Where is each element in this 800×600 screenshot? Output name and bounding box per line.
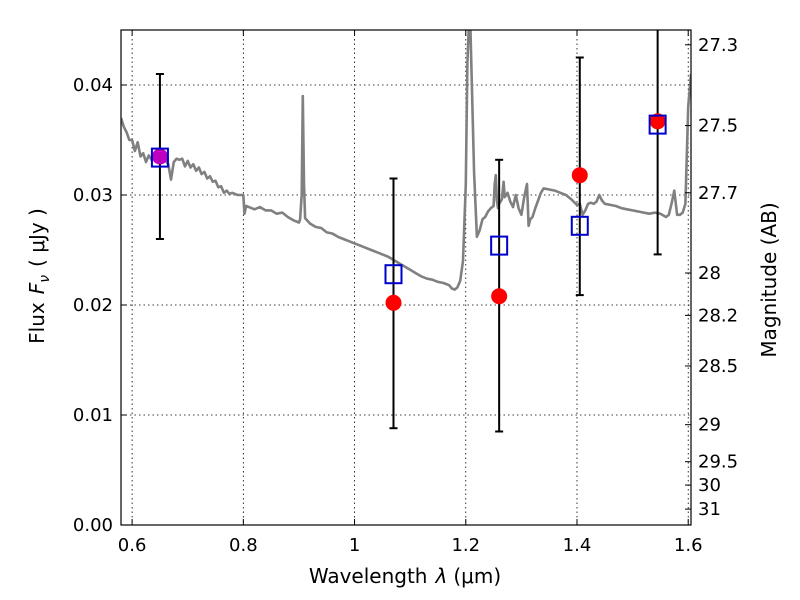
y2-tick-label: 28.5	[698, 356, 738, 377]
model-photometry-square	[570, 215, 589, 236]
markers	[150, 113, 667, 311]
model-photometry-square	[648, 114, 667, 135]
x-tick-label: 1.6	[674, 535, 703, 556]
y-axis-label-unit: ( μJy )	[25, 208, 49, 267]
spectrum-line	[121, 30, 691, 291]
x-tick-label: 1	[349, 535, 360, 556]
y-tick-label: 0.03	[73, 185, 113, 206]
y-axis-label-subscript: ν	[37, 275, 53, 283]
grid-lines	[121, 30, 691, 526]
y2-tick-label: 30	[698, 475, 721, 496]
x-tick-label: 0.6	[118, 535, 147, 556]
model-photometry-square	[384, 264, 403, 285]
model-spectrum	[121, 30, 691, 291]
axes	[120, 29, 692, 526]
y-axis-label: Flux Fν ( μJy )	[25, 208, 53, 344]
observed-data-point	[571, 167, 588, 184]
model-photometry-square	[490, 235, 509, 256]
x-axis-label: Wavelength λ (μm)	[309, 564, 501, 588]
y2-tick-label: 27.3	[698, 35, 738, 56]
x-axis-label-text: Wavelength	[309, 564, 428, 588]
error-bars	[155, 30, 662, 433]
plot-frame	[120, 29, 692, 526]
y-axis-label-text: Flux	[25, 302, 49, 344]
y-tick-label: 0.01	[73, 405, 113, 426]
x-tick-label: 0.8	[229, 535, 258, 556]
y-tick-label: 0.02	[73, 295, 113, 316]
y-tick-label: 0.00	[73, 515, 113, 536]
y-tick-label: 0.04	[73, 75, 113, 96]
y2-tick-label: 29	[698, 415, 721, 436]
y2-tick-label: 31	[698, 499, 721, 520]
y2-ticks: 27.3 27.5 27.7 28 28.2 28.5 29 29.530 31	[685, 35, 738, 520]
y2-axis-label: Magnitude (AB)	[757, 202, 781, 357]
model-photometry-square	[150, 147, 169, 168]
x-axis-label-unit: (μm)	[453, 564, 501, 588]
observed-data-point	[491, 288, 508, 305]
y-ticks: 0.00 0.01 0.02 0.03 0.04	[73, 75, 127, 536]
observed-data-point	[385, 294, 402, 311]
y-axis-label-symbol: F	[25, 282, 49, 294]
y2-tick-label: 27.7	[698, 183, 738, 204]
x-tick-label: 1.4	[563, 535, 592, 556]
y2-tick-label: 28	[698, 263, 721, 284]
blended-data-point	[151, 148, 168, 165]
y2-tick-label: 28.2	[698, 305, 738, 326]
y2-tick-label: 29.5	[698, 452, 738, 473]
x-axis-label-symbol: λ	[435, 564, 448, 588]
y2-tick-label: 27.5	[698, 116, 738, 137]
x-ticks: 0.6 0.8 1 1.2 1.4 1.6	[118, 30, 703, 556]
x-tick-label: 1.2	[451, 535, 480, 556]
